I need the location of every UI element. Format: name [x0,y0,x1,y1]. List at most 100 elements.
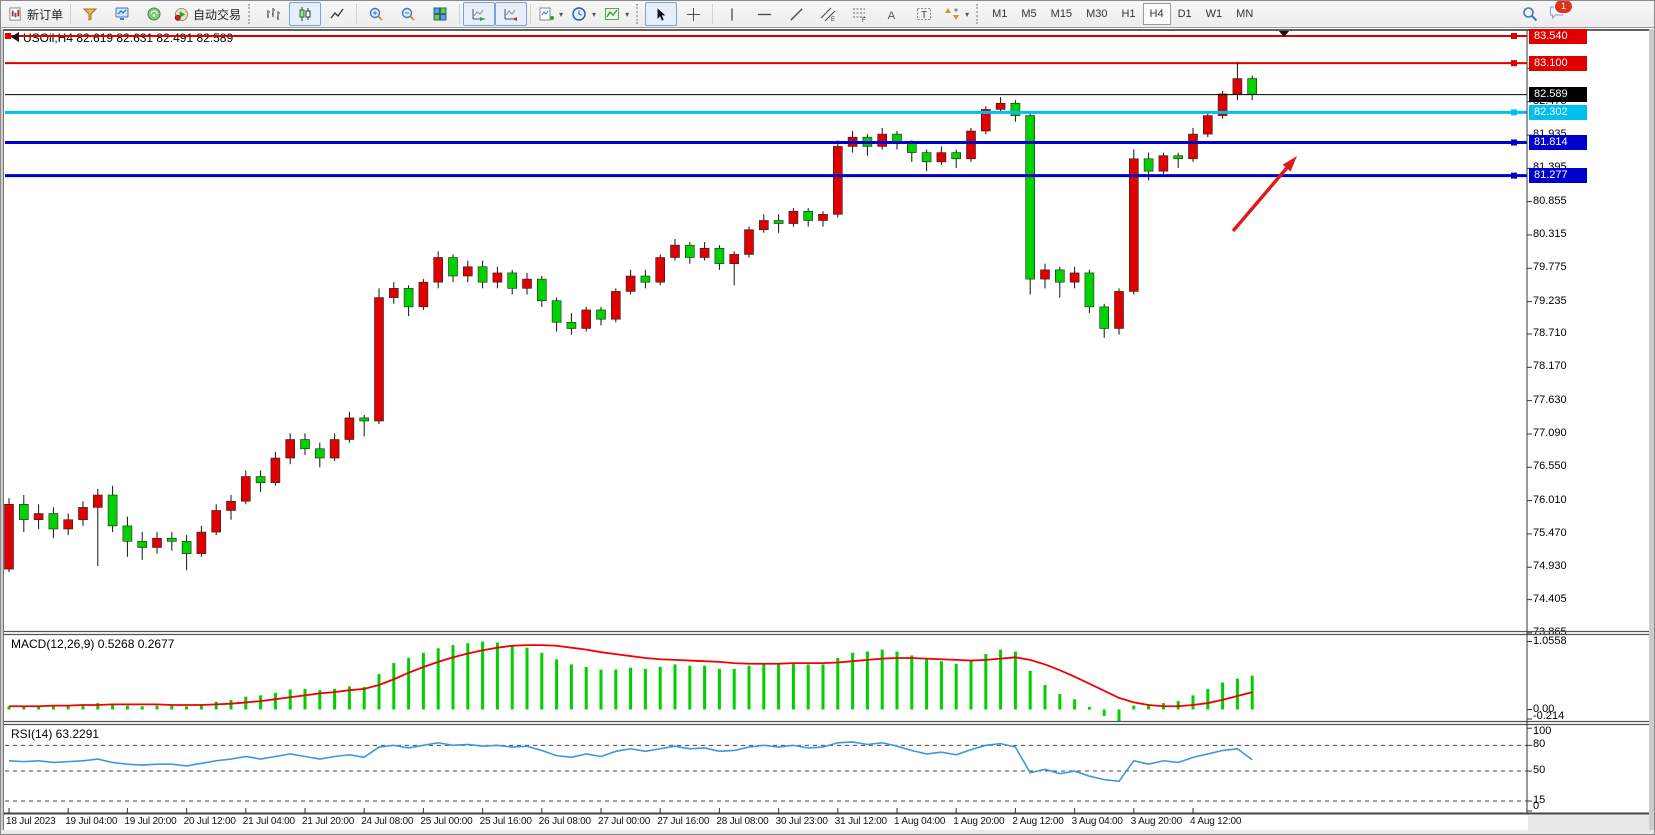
timeframe-button-M1[interactable]: M1 [992,8,1008,20]
period-button[interactable]: ▾ [567,2,600,26]
toolbar-drag-handle[interactable] [976,4,982,24]
timeframe-button-M30[interactable]: M30 [1086,8,1108,20]
time-axis-label: 18 Jul 2023 [6,816,56,827]
macd-label: MACD(12,26,9) 0.5268 0.2677 [11,637,175,651]
market-watch-button[interactable] [106,2,138,26]
candlestick-mode-button[interactable] [289,2,322,26]
candle [241,476,251,502]
clock-icon [572,7,586,21]
candle [300,439,310,450]
macd-axis-label: 1.0558 [1533,634,1567,647]
macd-histogram-bar [510,645,514,710]
window-left-edge [1,29,4,830]
candle [581,309,592,329]
timeframe-button-MN[interactable]: MN [1236,8,1254,20]
macd-histogram-bar [155,705,159,710]
chart-shift-button[interactable] [495,2,528,26]
hline-objects-layer[interactable] [5,33,1527,179]
funnel-icon [82,8,98,21]
macd-axis-label: -0.214 [1533,710,1565,722]
signal-button[interactable] [138,2,170,26]
price-badge: 83.100 [1529,55,1587,71]
data-window-button[interactable] [74,2,106,26]
candle [773,220,784,224]
candle [1010,102,1021,116]
macd-histogram-bar [377,674,381,710]
candle [655,257,666,283]
zoom-in-button[interactable] [360,2,392,26]
timeframe-button-W1[interactable]: W1 [1205,8,1223,20]
timeframe-button-H4[interactable]: H4 [1142,3,1171,25]
macd-histogram-bar [688,665,692,710]
candle [507,272,518,289]
macd-histogram-bar [66,704,70,710]
search-icon[interactable] [1522,6,1538,22]
fibonacci-tool-button[interactable]: F [844,2,876,26]
bar-chart-mode-button[interactable] [257,2,289,26]
timeframe-button-D1[interactable]: D1 [1177,8,1192,20]
new-chart-button[interactable]: ▾ [534,2,567,26]
macd-histogram-bar [851,652,855,710]
trendline-icon [789,7,803,21]
price-badge: 82.302 [1529,104,1587,120]
price-tick-label: 76.550 [1533,460,1567,473]
rsi-axis-label: 0 [1533,800,1540,812]
auto-scroll-button[interactable] [463,2,496,26]
arrows-icon [945,8,960,20]
text-label-tool-button[interactable]: T [908,2,940,26]
vertical-line-tool-button[interactable] [716,2,748,26]
candle [714,247,725,264]
tile-windows-button[interactable] [424,2,456,26]
candle [1099,306,1109,329]
text-tool-button[interactable]: A [876,2,908,26]
trendline-tool-button[interactable] [780,2,812,26]
arrows-tool-button[interactable]: ▾ [940,2,973,26]
candle [596,309,606,320]
macd-histogram-bar [288,689,292,710]
time-axis-label: 25 Jul 16:00 [479,816,532,827]
timeframe-button-M5[interactable]: M5 [1021,8,1037,20]
dropdown-caret: ▾ [625,9,630,19]
macd-histogram-bar [540,652,544,710]
toolbar-drag-handle[interactable] [636,4,642,24]
auto-trading-button[interactable]: 自动交易 [170,2,245,26]
candle [610,291,621,320]
crosshair-tool-button[interactable] [677,2,709,26]
macd-histogram-bar [185,706,189,710]
macd-histogram-bar [865,651,869,710]
macd-histogram-bar [732,668,736,710]
arrow-annotation[interactable] [1231,156,1297,233]
rsi-axis-label: 80 [1533,738,1546,751]
candle [93,494,103,508]
macd-histogram-bar [1073,699,1077,710]
macd-histogram-bar [836,657,840,710]
price-tick-label: 76.010 [1533,493,1567,506]
cursor-tool-button[interactable] [645,2,678,26]
candle [951,152,962,160]
time-axis-label: 19 Jul 04:00 [65,816,118,827]
candle [536,278,547,301]
chat-button[interactable]: 1 [1548,1,1573,25]
timeframe-button-H1[interactable]: H1 [1121,8,1136,20]
macd-histogram-bar [303,688,307,710]
channel-tool-button[interactable]: E [812,2,844,26]
time-axis-label: 19 Jul 20:00 [124,816,177,827]
candle [1040,269,1050,280]
macd-histogram-bar [910,655,914,710]
time-axis-label: 21 Jul 04:00 [242,816,295,827]
indicators-button[interactable]: ▾ [600,2,633,26]
macd-histogram-bar [1058,694,1062,710]
horizontal-line-tool-button[interactable] [748,2,780,26]
line-chart-mode-button[interactable] [321,2,353,26]
zoom-out-button[interactable] [392,2,424,26]
macd-histogram-bar [1028,670,1032,710]
toolbar-drag-handle[interactable] [248,4,254,24]
timeframe-button-M15[interactable]: M15 [1050,8,1073,20]
new-order-button[interactable]: 新订单 [4,2,67,26]
price-tick-label: 79.775 [1533,261,1567,274]
toolbar-separator [459,4,461,24]
price-tick-label: 80.315 [1533,227,1567,240]
candle [329,439,340,459]
line-handle [1511,109,1517,116]
